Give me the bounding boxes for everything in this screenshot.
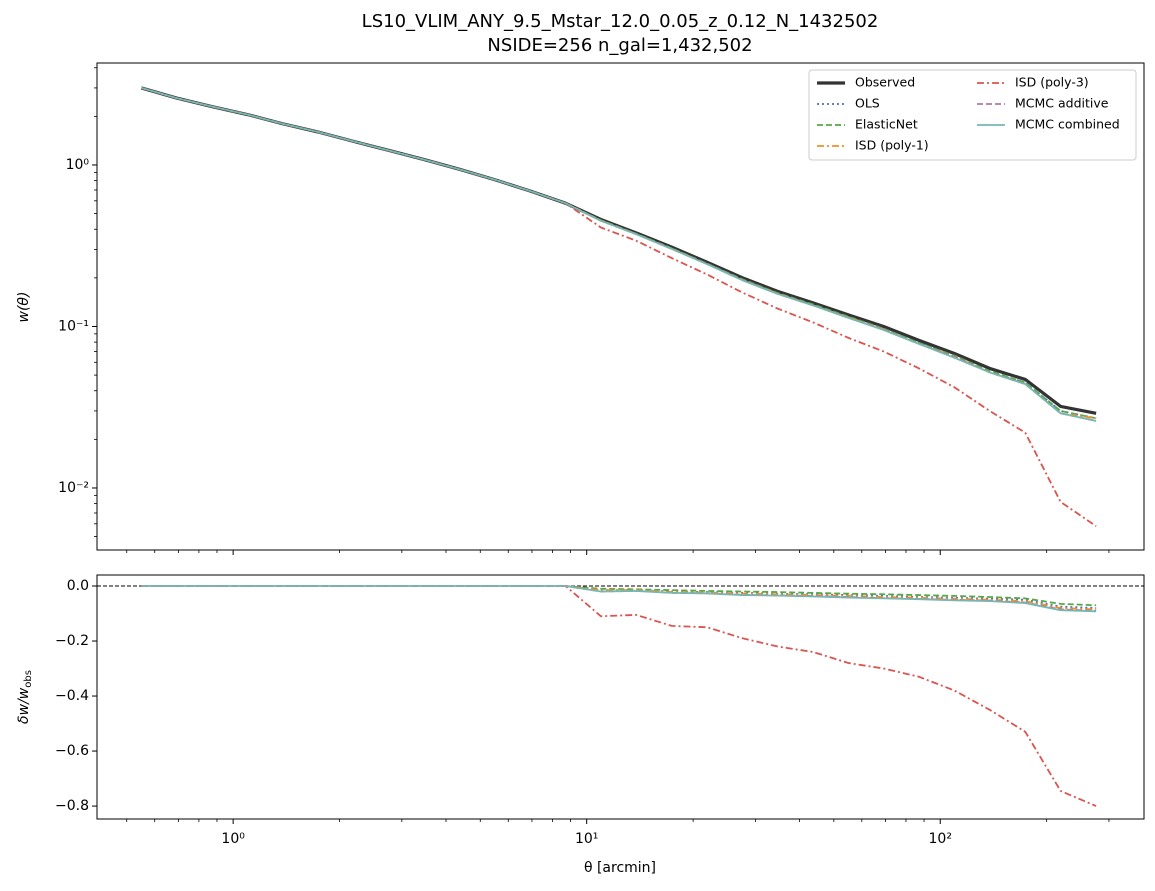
series-line xyxy=(141,87,1097,422)
y-axis-label-main: δw/w xyxy=(16,687,32,724)
y-tick-label: 10⁻¹ xyxy=(58,318,89,334)
legend-box xyxy=(808,69,1137,161)
y-tick-label: −0.2 xyxy=(55,633,89,649)
x-axis-label: θ [arcmin] xyxy=(584,860,656,876)
y-tick-label: 10⁰ xyxy=(66,157,90,173)
legend-label: MCMC combined xyxy=(1015,117,1120,132)
legend-label: MCMC additive xyxy=(1015,96,1109,111)
y-tick-label: 10⁻² xyxy=(58,480,89,496)
legend-label: ISD (poly-1) xyxy=(855,138,929,153)
y-axis-label: δw/wobs xyxy=(16,670,34,724)
x-tick-label: 10⁰ xyxy=(221,831,245,847)
series-line xyxy=(141,585,1097,607)
legend-label: ISD (poly-3) xyxy=(1015,75,1089,90)
y-tick-label: −0.8 xyxy=(55,798,89,814)
y-axis-label: w(θ) xyxy=(16,292,32,323)
x-tick-label: 10¹ xyxy=(575,831,598,847)
plot-frame xyxy=(96,574,1145,820)
plot-frame xyxy=(96,62,1145,551)
legend: Observed OLS ElasticNet ISD (poly-1) ISD (po… xyxy=(808,69,1137,161)
y-axis-label-subscript: obs xyxy=(23,670,34,688)
legend-label: OLS xyxy=(855,96,880,111)
x-tick-label: 10² xyxy=(929,831,952,847)
legend-label: Observed xyxy=(855,75,915,90)
series-line xyxy=(141,585,1097,807)
chart-title: LS10_VLIM_ANY_9.5_Mstar_12.0_0.05_z_0.12… xyxy=(362,11,879,32)
series-line xyxy=(141,585,1097,611)
y-tick-label: −0.6 xyxy=(55,743,89,759)
series-line xyxy=(141,87,1097,527)
legend-label: ElasticNet xyxy=(855,117,918,132)
y-tick-label: 0.0 xyxy=(67,578,89,594)
y-tick-label: −0.4 xyxy=(55,688,89,704)
series-line xyxy=(141,585,1097,613)
chart-subtitle: NSIDE=256 n_gal=1,432,502 xyxy=(487,35,752,56)
